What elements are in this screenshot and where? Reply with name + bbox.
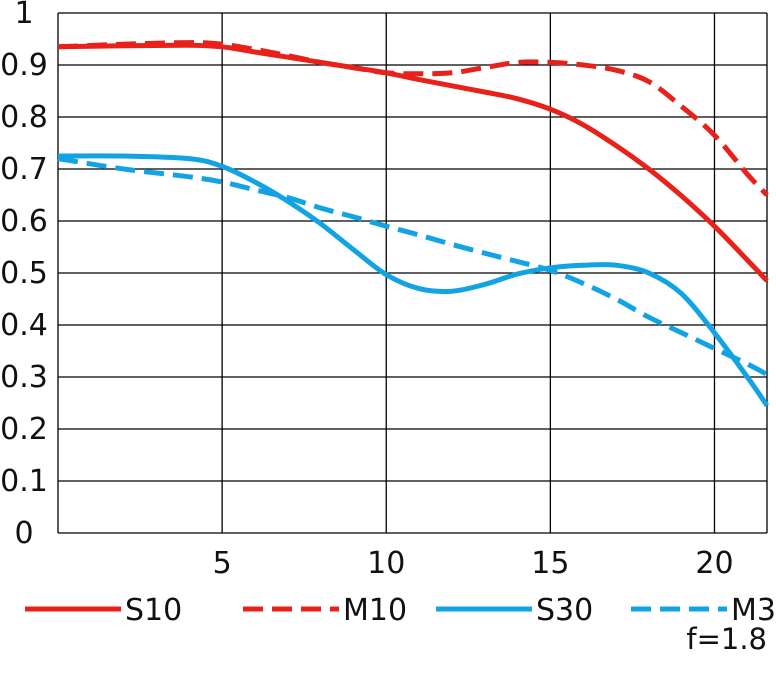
y-tick-label: 0.8 bbox=[0, 100, 48, 135]
y-tick-label: 0.6 bbox=[0, 204, 48, 239]
series-lines bbox=[57, 40, 770, 408]
y-tick-label: 0.1 bbox=[0, 464, 48, 499]
legend-label-m30: M30 bbox=[731, 593, 776, 628]
legend-label-s10: S10 bbox=[125, 593, 182, 628]
y-tick-label: 0.4 bbox=[0, 308, 48, 343]
x-tick-label: 10 bbox=[367, 546, 405, 581]
y-tick-label: 0.3 bbox=[0, 360, 48, 395]
y-tick-label: 1 bbox=[14, 0, 33, 31]
legend: S10 M10 S30 M30 bbox=[25, 593, 776, 628]
series-line-s30 bbox=[57, 153, 770, 408]
y-axis-ticks: 0 0.1 0.2 0.3 0.4 0.5 0.6 0.7 0.8 0.9 1 bbox=[0, 0, 48, 551]
y-tick-label: 0.2 bbox=[0, 412, 48, 447]
series-line-s10 bbox=[57, 42, 769, 283]
x-tick-label: 20 bbox=[695, 546, 733, 581]
y-tick-label: 0.7 bbox=[0, 152, 48, 187]
y-tick-label: 0.9 bbox=[0, 48, 48, 83]
y-tick-label: 0 bbox=[14, 516, 33, 551]
x-tick-label: 15 bbox=[531, 546, 569, 581]
y-tick-label: 0.5 bbox=[0, 256, 48, 291]
legend-label-s30: S30 bbox=[536, 593, 593, 628]
series-line-m30 bbox=[57, 156, 769, 377]
legend-label-m10: M10 bbox=[343, 593, 407, 628]
series-line-m10 bbox=[57, 40, 769, 197]
aperture-annotation: f=1.8 bbox=[686, 622, 767, 656]
x-axis-ticks: 5 10 15 20 bbox=[213, 546, 734, 581]
x-tick-label: 5 bbox=[213, 546, 232, 581]
